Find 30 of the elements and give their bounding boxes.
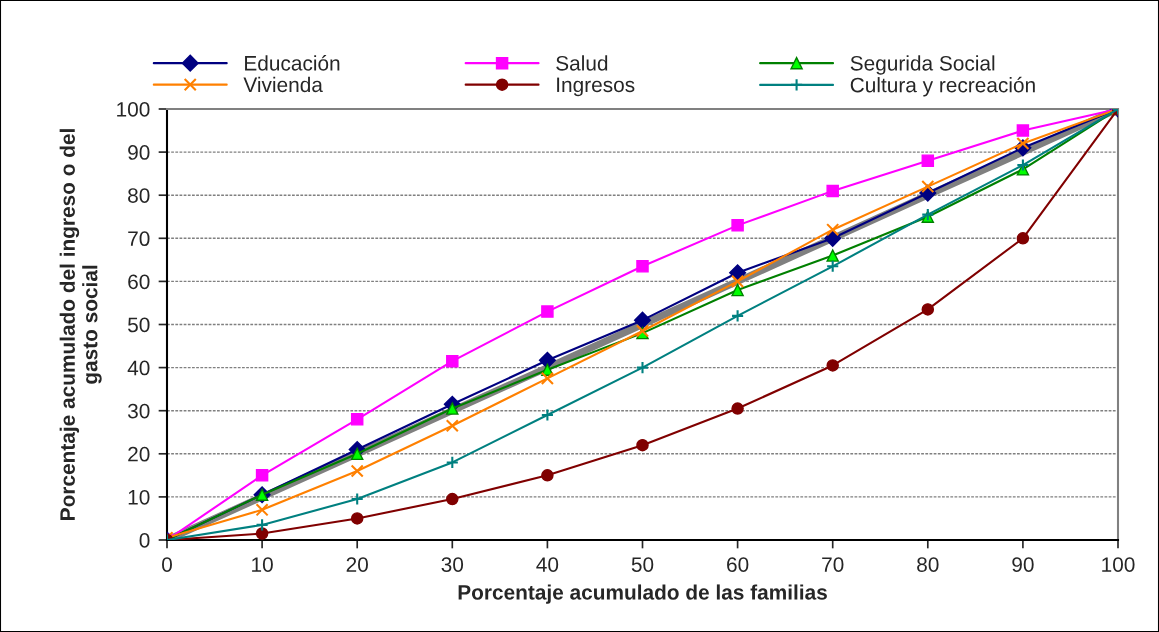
y-tick-label: 20	[128, 446, 150, 462]
x-tick-label: 90	[1012, 557, 1034, 572]
legend-label: Ingresos	[557, 77, 635, 97]
x-tick-label: 80	[917, 557, 939, 572]
legend-label: Segurida Social	[850, 55, 995, 75]
y-tick-label: 10	[128, 489, 150, 505]
x-tick-label: 50	[631, 557, 654, 572]
y-tick-label: 80	[128, 188, 150, 203]
y-axis-title: Porcentaje acumulado del ingreso o del gasto social	[59, 129, 102, 520]
x-tick-label: 40	[536, 557, 559, 572]
x-tick-label: 30	[441, 557, 464, 572]
y-tick-label: 40	[127, 360, 150, 376]
y-tick-label: 60	[128, 274, 150, 290]
legend-label: Educación	[245, 55, 340, 71]
y-tick-label: 70	[128, 231, 150, 247]
y-tick-label: 100	[117, 102, 150, 117]
x-tick-label: 20	[346, 557, 368, 572]
y-tick-label: 50	[128, 317, 150, 333]
x-tick-label: 10	[252, 557, 273, 572]
x-tick-label: 100	[1102, 557, 1135, 572]
x-axis-title: Porcentaje acumulado de las familias	[458, 584, 827, 604]
x-tick-label: 60	[727, 557, 749, 572]
legend-label: Cultura y recreación	[850, 76, 1035, 97]
y-tick-label: 0	[139, 533, 150, 548]
y-tick-label: 30	[127, 403, 150, 419]
legend-label: Salud	[556, 55, 608, 71]
y-tick-label: 90	[128, 145, 150, 160]
legend-label: Vivienda	[243, 76, 323, 93]
x-tick-label: 70	[822, 557, 844, 572]
x-tick-label: 0	[162, 557, 172, 572]
